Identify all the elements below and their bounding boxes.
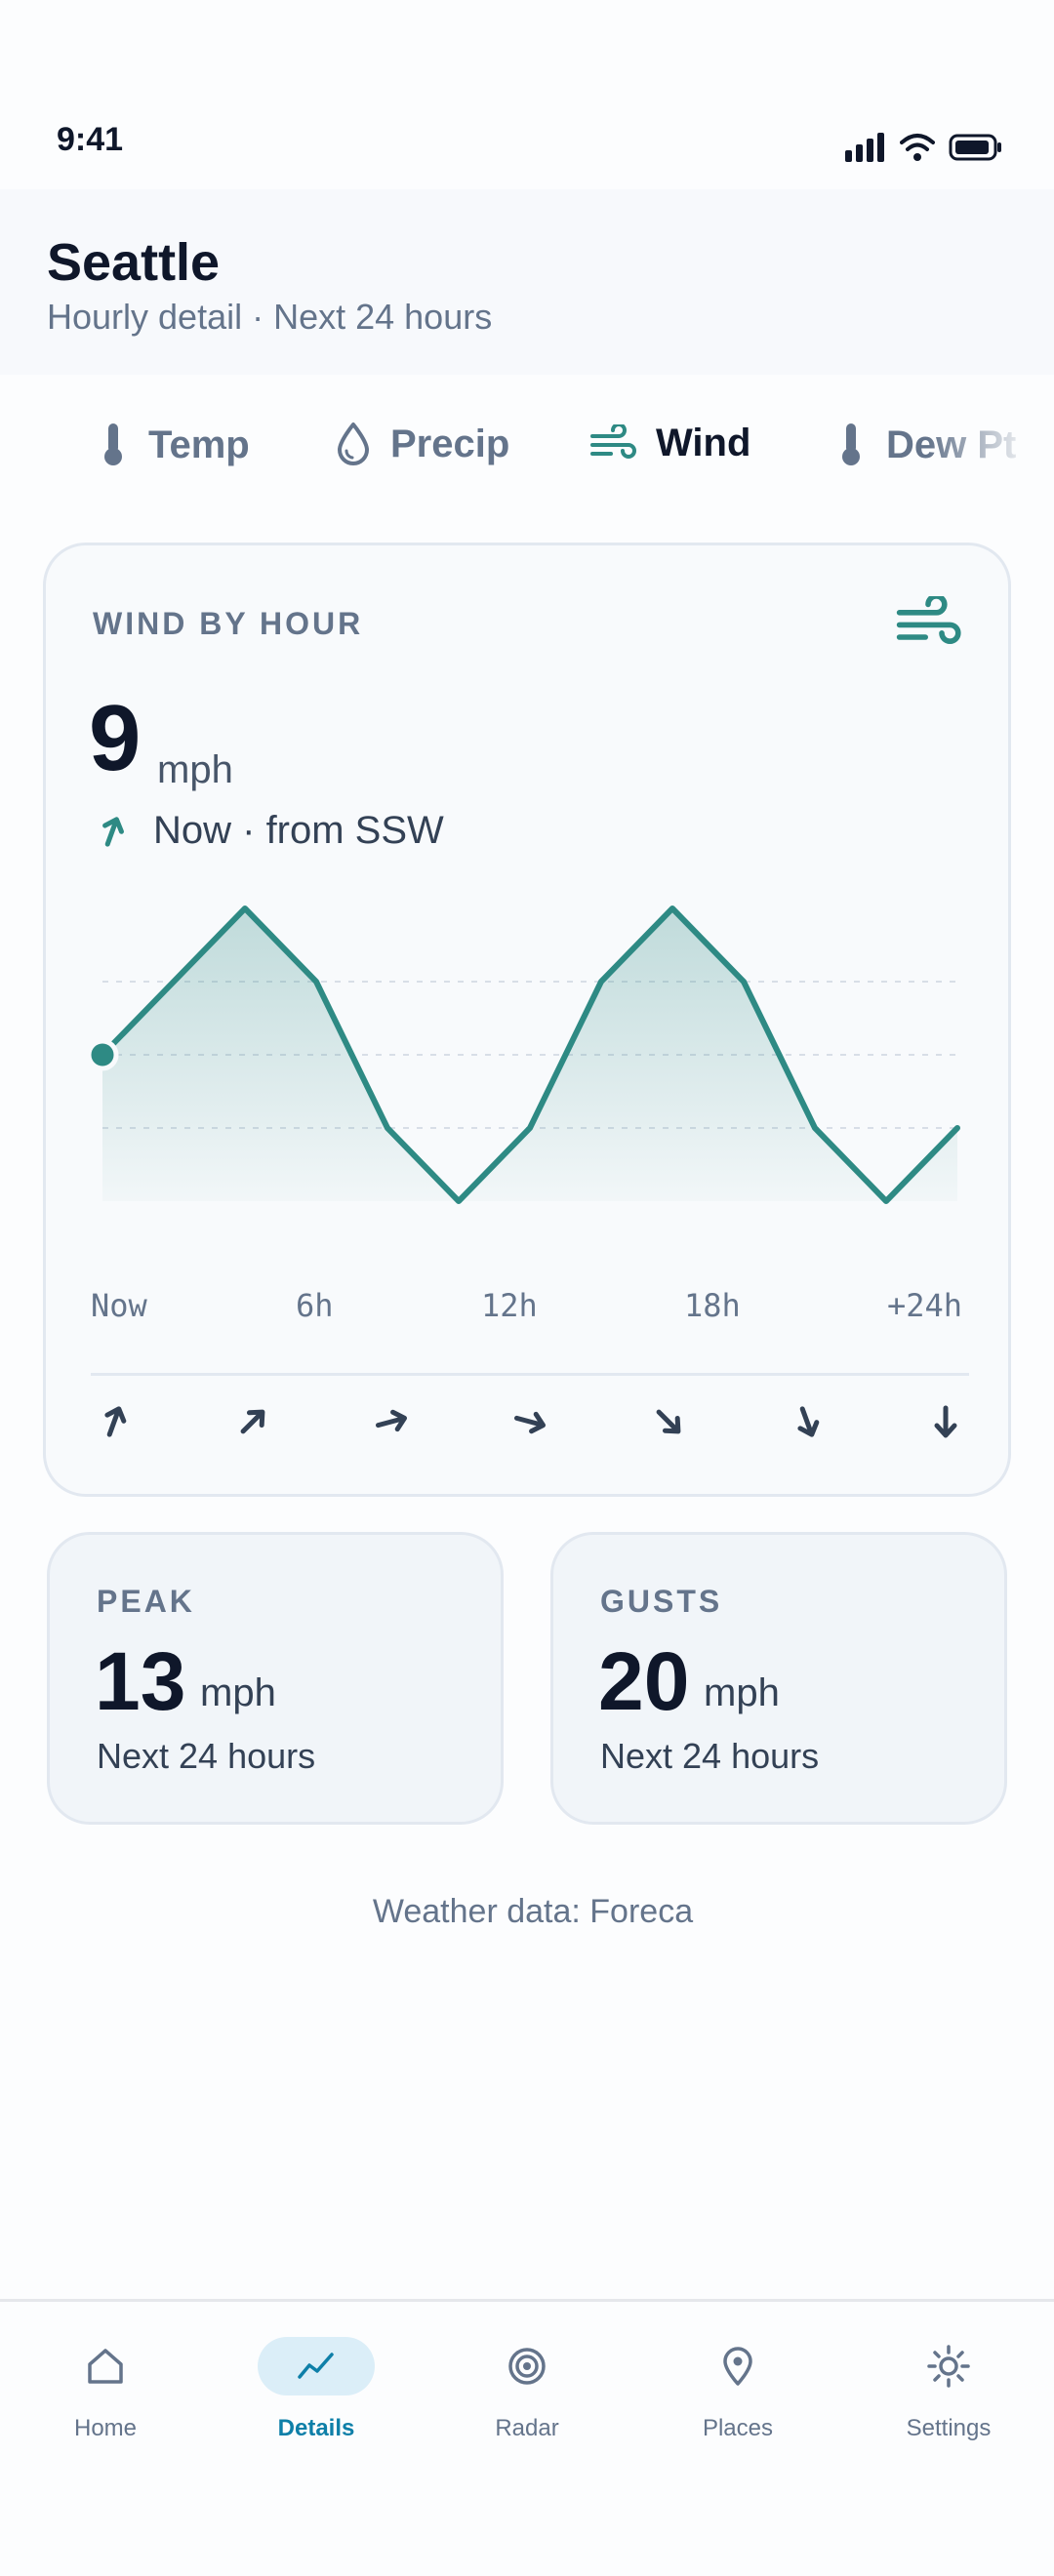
nav-label: Details bbox=[277, 2415, 355, 2441]
direction-arrow-icon bbox=[934, 1405, 957, 1438]
x-axis-ticks: Now 6h 12h 18h +24h bbox=[46, 1287, 1014, 1336]
current-direction-label: Now · from SSW bbox=[153, 809, 444, 852]
nav-label: Settings bbox=[906, 2415, 992, 2441]
thermometer-icon bbox=[104, 423, 122, 465]
direction-arrow-icon bbox=[102, 816, 124, 847]
tab-label: Wind bbox=[656, 422, 751, 464]
gusts-value: 20 bbox=[598, 1635, 690, 1727]
peak-value: 13 bbox=[95, 1635, 186, 1727]
nav-label: Home bbox=[73, 2415, 138, 2441]
wifi-icon bbox=[900, 134, 935, 161]
card-label: WIND BY HOUR bbox=[93, 606, 364, 641]
wind-icon bbox=[896, 596, 961, 644]
gusts-unit: mph bbox=[704, 1671, 780, 1714]
thermometer-icon bbox=[842, 423, 860, 465]
nav-details[interactable]: Details bbox=[219, 2337, 414, 2464]
nav-home[interactable]: Home bbox=[8, 2337, 203, 2464]
current-wind-unit: mph bbox=[157, 748, 233, 791]
wind-icon bbox=[590, 423, 636, 459]
nav-label: Places bbox=[702, 2415, 774, 2441]
hourly-direction-row bbox=[46, 1400, 1014, 1459]
attribution: Weather data: Foreca bbox=[372, 1893, 694, 1930]
page-title: Seattle bbox=[47, 233, 221, 292]
direction-arrow-icon bbox=[375, 1409, 408, 1432]
page-subtitle: Hourly detail · Next 24 hours bbox=[47, 297, 493, 337]
droplet-icon bbox=[338, 423, 369, 465]
tab-precip[interactable]: Precip bbox=[336, 422, 509, 466]
gusts-label: GUSTS bbox=[600, 1584, 723, 1619]
direction-arrow-icon bbox=[240, 1409, 265, 1434]
x-tick-12h: 12h bbox=[481, 1287, 538, 1324]
header: Seattle Hourly detail · Next 24 hours bbox=[0, 189, 1054, 375]
x-tick-18h: 18h bbox=[684, 1287, 741, 1324]
tab-label: Precip bbox=[390, 422, 510, 465]
metric-tabs: Temp Precip Wind Dew Pt bbox=[0, 410, 1054, 498]
chart-line-icon bbox=[298, 2353, 334, 2379]
battery-icon bbox=[949, 134, 1001, 161]
nav-radar[interactable]: Radar bbox=[429, 2337, 625, 2464]
signal-icon bbox=[845, 133, 884, 162]
current-direction: Now · from SSW bbox=[93, 809, 444, 853]
tab-label: Temp bbox=[148, 423, 250, 466]
tab-temp[interactable]: Temp bbox=[98, 422, 250, 468]
wind-chart bbox=[86, 906, 960, 1204]
nav-label: Radar bbox=[495, 2415, 559, 2441]
gusts-card: GUSTS 20 mph Next 24 hours bbox=[550, 1532, 1007, 1825]
x-tick-now: Now bbox=[91, 1287, 147, 1324]
peak-card: PEAK 13 mph Next 24 hours bbox=[47, 1532, 504, 1825]
peak-unit: mph bbox=[200, 1671, 276, 1714]
status-time: 9:41 bbox=[57, 121, 124, 158]
current-wind-speed: 9 bbox=[89, 686, 142, 790]
tab-dew-point[interactable]: Dew Pt bbox=[835, 422, 1016, 468]
wind-line bbox=[100, 906, 960, 1204]
gusts-sub: Next 24 hours bbox=[600, 1736, 820, 1776]
sun-settings-icon bbox=[927, 2345, 970, 2388]
wind-chart-card: WIND BY HOUR 9 mph Now · from SSW Now bbox=[43, 543, 1011, 1497]
x-tick-24h: +24h bbox=[887, 1287, 963, 1324]
direction-arrow-icon bbox=[797, 1406, 820, 1437]
peak-label: PEAK bbox=[97, 1584, 195, 1619]
direction-arrow-icon bbox=[656, 1409, 681, 1434]
home-icon bbox=[88, 2349, 123, 2384]
map-pin-icon bbox=[723, 2347, 752, 2386]
nav-settings[interactable]: Settings bbox=[851, 2337, 1046, 2464]
direction-arrow-icon bbox=[104, 1406, 127, 1437]
card-divider bbox=[91, 1373, 969, 1376]
tab-label: Dew Pt bbox=[886, 423, 1017, 466]
status-bar: 9:41 bbox=[0, 0, 1054, 185]
x-tick-6h: 6h bbox=[296, 1287, 334, 1324]
peak-sub: Next 24 hours bbox=[97, 1736, 316, 1776]
status-icons bbox=[845, 133, 1003, 162]
tab-wind[interactable]: Wind bbox=[589, 422, 750, 465]
radar-icon bbox=[508, 2348, 546, 2385]
direction-arrow-icon bbox=[513, 1411, 547, 1434]
bottom-nav: Home Details Radar Places bbox=[0, 2299, 1054, 2576]
now-marker bbox=[86, 1038, 119, 1071]
nav-places[interactable]: Places bbox=[640, 2337, 835, 2464]
